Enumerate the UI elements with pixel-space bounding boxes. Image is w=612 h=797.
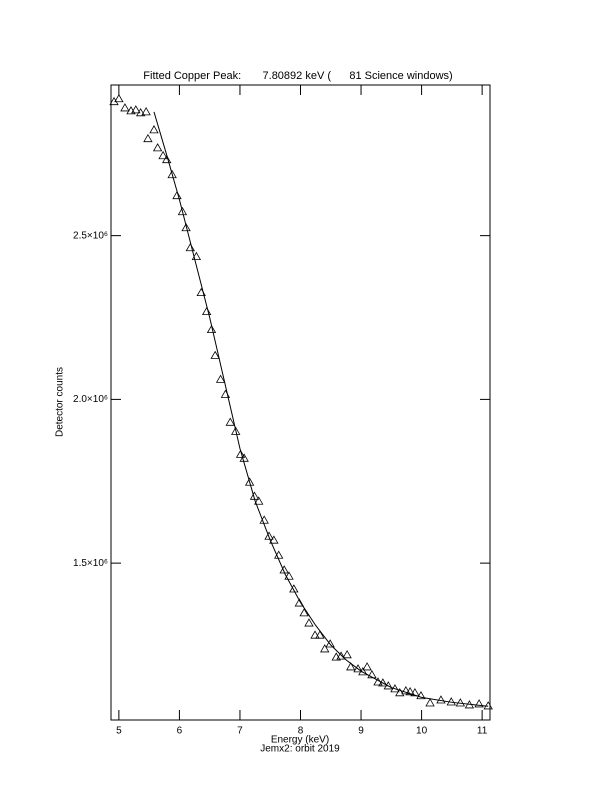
data-point: [346, 662, 356, 671]
data-point: [401, 686, 411, 695]
x-tick-label: 9: [358, 726, 364, 737]
data-point: [177, 206, 188, 216]
data-point: [320, 644, 330, 653]
data-point: [264, 531, 274, 540]
data-point: [353, 664, 363, 673]
data-point: [310, 630, 320, 639]
data-point: [149, 125, 159, 134]
x-tick-label: 5: [116, 726, 122, 737]
data-point: [269, 535, 279, 544]
data-point: [436, 695, 446, 704]
data-point: [315, 630, 325, 639]
data-point: [135, 108, 146, 117]
data-point: [109, 96, 119, 106]
y-tick-label: 2.0×10⁶: [73, 394, 108, 405]
data-point: [231, 426, 241, 435]
data-point: [455, 698, 466, 707]
chart-subtitle: Jemx2: orbit 2019: [260, 744, 340, 755]
chart-title: Fitted Copper Peak: 7.80892 keV ( 81 Sci…: [143, 70, 452, 82]
data-point: [304, 618, 314, 627]
data-point: [141, 107, 151, 116]
data-point: [167, 169, 177, 179]
data-point: [383, 681, 393, 690]
data-point: [114, 93, 124, 103]
data-point: [152, 143, 163, 152]
x-tick-label: 8: [298, 726, 304, 737]
data-point: [284, 571, 294, 580]
y-tick-label: 2.5×10⁶: [73, 230, 108, 241]
data-point: [172, 190, 182, 200]
data-point: [425, 698, 435, 707]
data-point: [299, 608, 309, 617]
data-point: [185, 242, 196, 252]
data-point: [294, 598, 304, 607]
data-point: [131, 105, 141, 114]
data-point: [416, 690, 426, 700]
data-point: [289, 584, 299, 593]
x-tick-label: 11: [477, 726, 488, 737]
data-point: [336, 651, 346, 660]
y-tick-label: 1.5×10⁶: [73, 558, 108, 569]
data-point: [483, 701, 493, 710]
data-point: [410, 688, 420, 697]
x-tick-label: 10: [416, 726, 428, 737]
data-point: [367, 670, 377, 679]
y-axis-label: Detector counts: [55, 367, 66, 437]
data-point: [206, 324, 217, 334]
x-tick-label: 6: [177, 726, 183, 737]
data-point: [158, 150, 168, 160]
data-point: [325, 639, 335, 648]
data-point: [254, 496, 264, 505]
data-point: [181, 222, 191, 232]
data-point: [235, 449, 246, 458]
data-point: [342, 650, 352, 659]
fit-line: [153, 111, 489, 707]
data-point: [362, 662, 372, 671]
data-point: [225, 417, 235, 426]
data-point: [395, 688, 405, 697]
x-tick-label: 7: [237, 726, 243, 737]
data-point: [215, 374, 226, 383]
data-point: [244, 477, 255, 486]
data-point: [378, 678, 388, 687]
data-point: [201, 306, 212, 316]
data-point: [143, 133, 153, 143]
data-point: [162, 154, 172, 164]
data-point: [474, 699, 484, 708]
data-point: [120, 103, 130, 112]
x-axis-label: Energy (keV): [271, 735, 329, 746]
data-point: [210, 350, 220, 359]
data-point: [405, 687, 415, 696]
